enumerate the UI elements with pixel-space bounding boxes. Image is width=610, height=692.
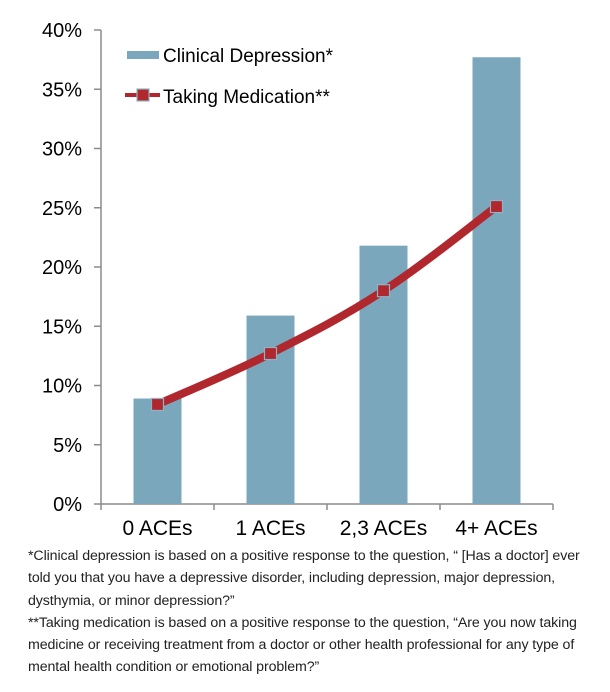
line-marker [489,199,504,214]
y-tick-label: 0% [53,494,82,516]
legend: Clinical Depression* Taking Medication** [125,46,334,108]
legend-label-clinical-depression: Clinical Depression* [163,46,334,67]
y-tick-label: 30% [42,139,82,161]
line-marker [150,397,165,412]
y-tick-label: 35% [42,79,82,101]
x-tick-label: 2,3 ACEs [340,517,428,540]
line-series [150,199,504,412]
legend-swatch-clinical-depression [127,51,159,59]
y-tick-label: 25% [42,198,82,220]
line-marker [263,346,278,361]
legend-swatch-taking-medication-marker [136,88,150,102]
y-axis: 0% 5% 10% 15% 20% 25% 30% 35% 40% [42,20,102,516]
footnotes: *Clinical depression is based on a posit… [28,545,598,679]
line-marker [376,284,391,298]
x-axis: 0 ACEs 1 ACEs 2,3 ACEs 4+ ACEs [100,503,554,540]
x-tick-label: 4+ ACEs [455,517,537,540]
bar [133,398,182,504]
bar-series [133,57,521,505]
footnote-clinical-depression: *Clinical depression is based on a posit… [28,548,580,609]
line-path [155,203,499,409]
legend-label-taking-medication: Taking Medication** [163,87,330,108]
y-tick-label: 5% [53,435,82,457]
y-tick-label: 40% [42,20,82,42]
chart: 0% 5% 10% 15% 20% 25% 30% 35% 40% 0 ACEs 1 ACEs 2,… [42,20,554,540]
y-tick-label: 15% [42,316,82,338]
bar [472,57,521,504]
y-tick-label: 10% [42,376,82,398]
y-tick-label: 20% [42,257,82,279]
x-tick-label: 0 ACEs [122,517,192,540]
footnote-taking-medication: **Taking medication is based on a positi… [28,614,577,676]
x-tick-label: 1 ACEs [235,517,305,540]
